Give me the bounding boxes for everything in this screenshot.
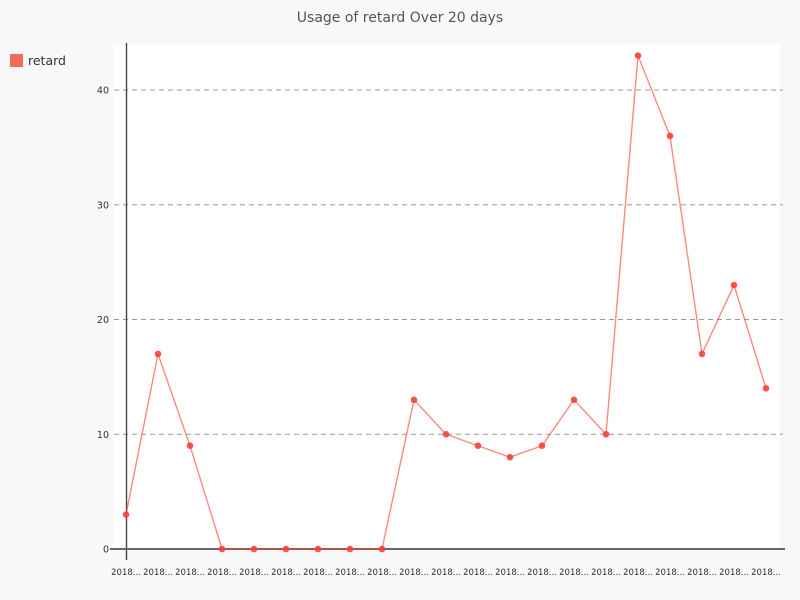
y-tick-label: 40 — [97, 86, 109, 97]
data-point — [186, 442, 194, 450]
data-point — [730, 281, 738, 289]
data-point — [122, 511, 130, 518]
data-point — [634, 52, 642, 59]
x-tick-label: 2018... — [719, 568, 749, 578]
data-point — [570, 396, 578, 404]
x-tick-label: 2018... — [655, 568, 685, 578]
chart-title: Usage of retard Over 20 days — [296, 10, 504, 26]
data-point — [378, 545, 386, 553]
legend-swatch-retard — [10, 54, 23, 67]
x-tick-label: 2018... — [143, 568, 173, 578]
data-point — [218, 545, 226, 553]
y-tick-label: 10 — [97, 430, 109, 441]
data-point — [602, 430, 610, 438]
data-point — [410, 396, 418, 404]
x-tick-label: 2018... — [367, 568, 397, 578]
x-tick-label: 2018... — [495, 568, 525, 578]
x-tick-label: 2018... — [751, 568, 781, 578]
x-tick-label: 2018... — [591, 568, 621, 578]
x-tick-label: 2018... — [111, 568, 141, 578]
data-point — [762, 385, 770, 392]
x-tick-label: 2018... — [335, 568, 365, 578]
data-point — [506, 453, 514, 461]
legend-label-retard: retard — [28, 53, 66, 68]
legend: retard — [10, 53, 66, 68]
y-tick-label: 20 — [97, 315, 109, 326]
data-point — [314, 545, 322, 553]
data-point — [346, 545, 354, 553]
plot-background — [113, 45, 780, 549]
y-tick-label: 0 — [103, 545, 109, 556]
data-point — [474, 442, 482, 450]
data-point — [538, 442, 546, 450]
x-tick-label: 2018... — [239, 568, 269, 578]
x-tick-label: 2018... — [207, 568, 237, 578]
x-tick-label: 2018... — [303, 568, 333, 578]
x-tick-label: 2018... — [559, 568, 589, 578]
x-tick-label: 2018... — [271, 568, 301, 578]
data-point — [666, 132, 674, 140]
x-tick-label: 2018... — [623, 568, 653, 578]
data-point — [282, 545, 290, 553]
x-tick-label: 2018... — [431, 568, 461, 578]
y-tick-label: 30 — [97, 200, 109, 211]
x-tick-label: 2018... — [463, 568, 493, 578]
data-point — [154, 350, 162, 358]
x-tick-label: 2018... — [175, 568, 205, 578]
data-point — [442, 430, 450, 438]
data-point — [698, 350, 706, 358]
data-point — [250, 545, 258, 553]
x-tick-label: 2018... — [687, 568, 717, 578]
x-tick-label: 2018... — [399, 568, 429, 578]
x-tick-label: 2018... — [527, 568, 557, 578]
